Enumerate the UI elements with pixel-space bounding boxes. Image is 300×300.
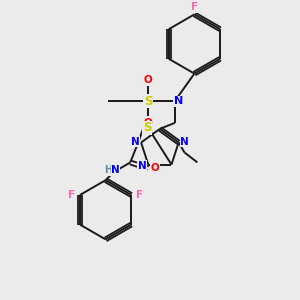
Text: F: F (136, 190, 143, 200)
Text: N: N (180, 136, 189, 146)
Text: N: N (138, 160, 147, 171)
Text: O: O (144, 118, 152, 128)
Text: S: S (143, 122, 151, 134)
Text: N: N (174, 96, 183, 106)
Text: F: F (68, 190, 76, 200)
Text: O: O (151, 163, 159, 173)
Text: S: S (144, 95, 152, 108)
Text: H: H (104, 165, 112, 175)
Text: F: F (191, 2, 198, 13)
Text: O: O (144, 74, 152, 85)
Text: N: N (131, 136, 140, 146)
Text: N: N (111, 165, 120, 175)
